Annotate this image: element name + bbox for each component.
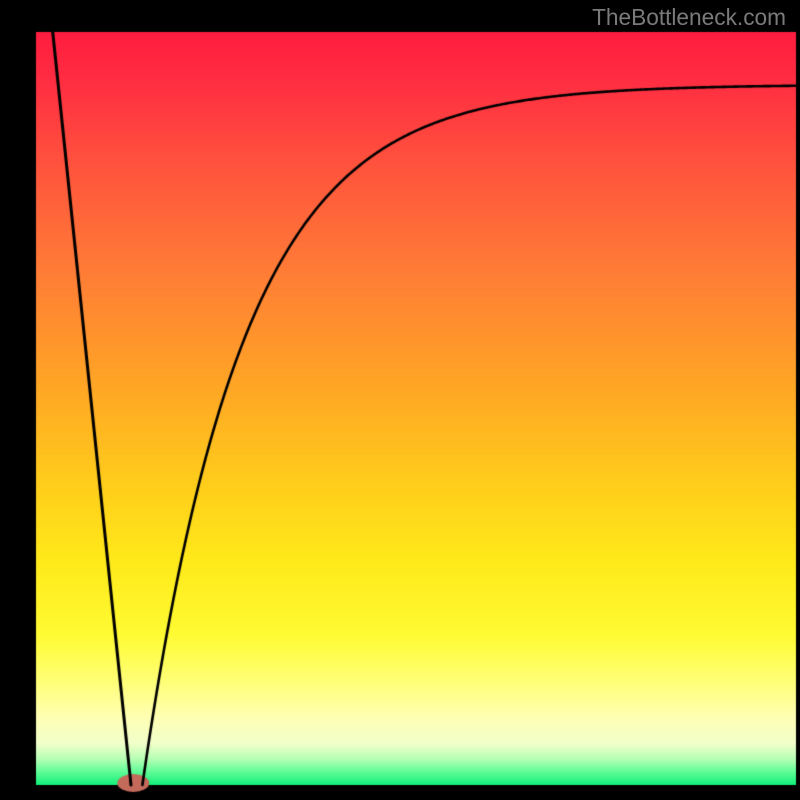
bottleneck-curve-plot bbox=[0, 0, 800, 800]
source-watermark: TheBottleneck.com bbox=[592, 4, 786, 31]
